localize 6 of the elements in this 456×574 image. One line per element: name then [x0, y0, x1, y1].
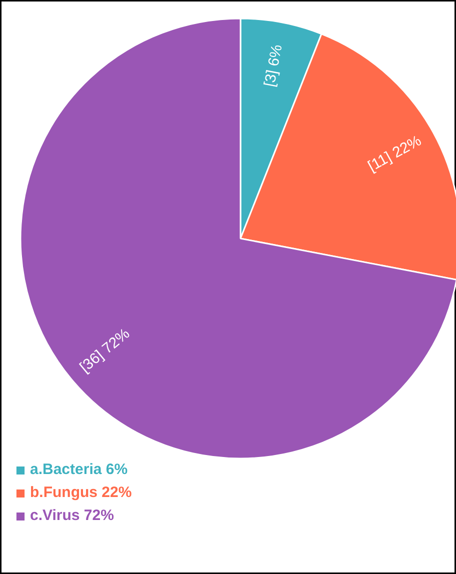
data-label: [11] 22% — [365, 132, 424, 176]
data-label: [3] 6% — [261, 43, 286, 88]
legend-label: c.Virus 72% — [30, 507, 114, 524]
legend-label: a.Bacteria 6% — [30, 461, 128, 478]
legend-label: b.Fungus 22% — [30, 484, 132, 501]
data-label: [36] 72% — [76, 325, 134, 376]
